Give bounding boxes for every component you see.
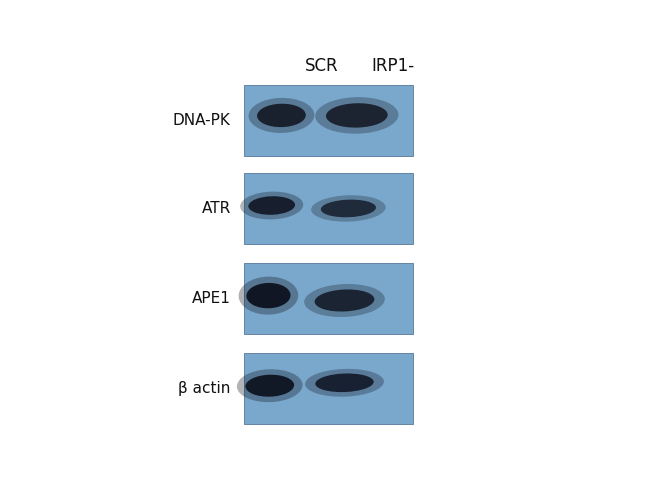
Text: SCR: SCR (305, 57, 339, 75)
Bar (244, 85, 413, 156)
Ellipse shape (305, 369, 384, 397)
Ellipse shape (240, 191, 304, 220)
Text: β actin: β actin (178, 381, 231, 396)
Ellipse shape (237, 369, 303, 402)
Ellipse shape (315, 289, 374, 312)
Text: DNA-PK: DNA-PK (173, 113, 231, 128)
Ellipse shape (248, 196, 295, 215)
Ellipse shape (257, 104, 306, 127)
Ellipse shape (315, 374, 374, 392)
Bar (244, 173, 413, 244)
Bar (244, 353, 413, 424)
Bar (244, 263, 413, 334)
Ellipse shape (321, 200, 376, 217)
Ellipse shape (248, 98, 315, 133)
Text: IRP1-: IRP1- (372, 57, 415, 75)
Ellipse shape (326, 103, 387, 128)
Ellipse shape (239, 277, 298, 315)
Ellipse shape (304, 284, 385, 317)
Text: APE1: APE1 (192, 291, 231, 306)
Ellipse shape (311, 195, 385, 222)
Ellipse shape (246, 283, 291, 308)
Ellipse shape (315, 97, 398, 134)
Text: ATR: ATR (202, 201, 231, 216)
Ellipse shape (246, 375, 294, 397)
